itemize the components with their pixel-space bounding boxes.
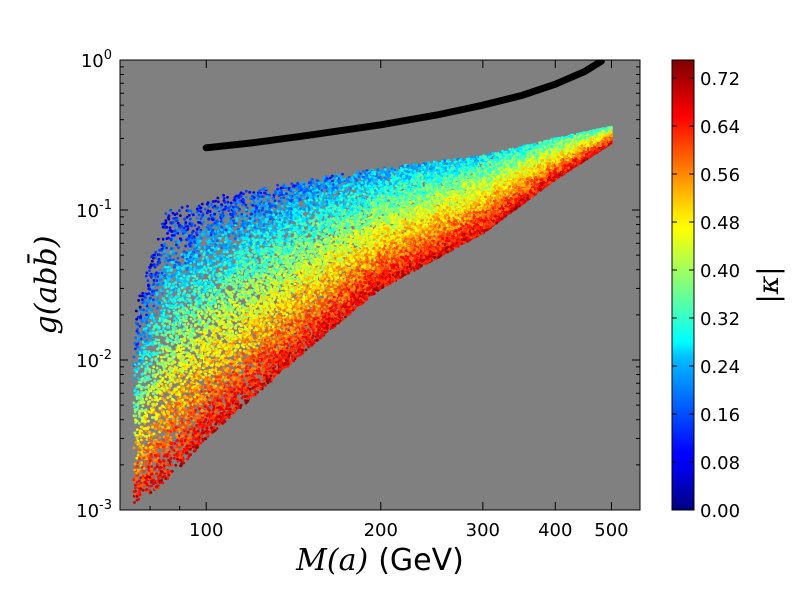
scatter-point: [256, 250, 260, 254]
scatter-point: [169, 208, 173, 212]
scatter-point: [152, 387, 156, 390]
scatter-point: [157, 427, 161, 431]
scatter-point: [194, 408, 198, 412]
scatter-point: [133, 501, 136, 504]
scatter-point: [194, 420, 198, 424]
scatter-point: [148, 396, 152, 400]
scatter-point: [157, 338, 160, 342]
scatter-point: [133, 410, 137, 414]
scatter-point: [152, 304, 156, 308]
scatter-point: [173, 456, 176, 460]
scatter-point: [237, 292, 240, 296]
scatter-point: [161, 237, 165, 241]
scatter-point: [159, 268, 163, 272]
scatter-point: [234, 402, 238, 406]
scatter-point: [188, 289, 192, 292]
scatter-points: [132, 125, 613, 504]
scatter-point: [140, 365, 144, 368]
scatter-point: [189, 217, 192, 221]
scatter-point: [137, 479, 141, 483]
scatter-point: [155, 289, 159, 292]
scatter-point: [164, 375, 168, 378]
scatter-point: [189, 324, 193, 328]
scatter-point: [144, 429, 148, 433]
scatter-point: [154, 256, 158, 259]
scatter-point: [280, 202, 284, 205]
scatter-point: [276, 209, 280, 213]
scatter-point: [304, 348, 308, 352]
scatter-point: [186, 457, 190, 461]
scatter-point: [166, 289, 170, 293]
scatter-point: [306, 343, 309, 346]
scatter-point: [145, 271, 149, 275]
scatter-point: [138, 353, 142, 356]
scatter-point: [197, 213, 201, 217]
scatter-point: [174, 326, 177, 330]
scatter-point: [140, 346, 144, 349]
scatter-point: [132, 446, 136, 450]
scatter-point: [156, 271, 160, 275]
scatter-point: [193, 255, 196, 259]
scatter-point: [314, 235, 318, 239]
scatter-point: [222, 196, 226, 200]
scatter-point: [220, 246, 224, 250]
scatter-point: [319, 277, 322, 281]
scatter-point: [160, 333, 164, 337]
scatter-point: [302, 292, 306, 296]
scatter-point: [173, 224, 177, 228]
scatter-point: [168, 226, 172, 230]
scatter-point: [208, 398, 212, 402]
scatter-point: [163, 380, 167, 383]
scatter-point: [175, 422, 179, 425]
scatter-point: [148, 400, 152, 403]
scatter-point: [307, 206, 311, 210]
scatter-point: [350, 191, 353, 195]
scatter-point: [147, 367, 151, 371]
scatter-point: [275, 293, 278, 296]
